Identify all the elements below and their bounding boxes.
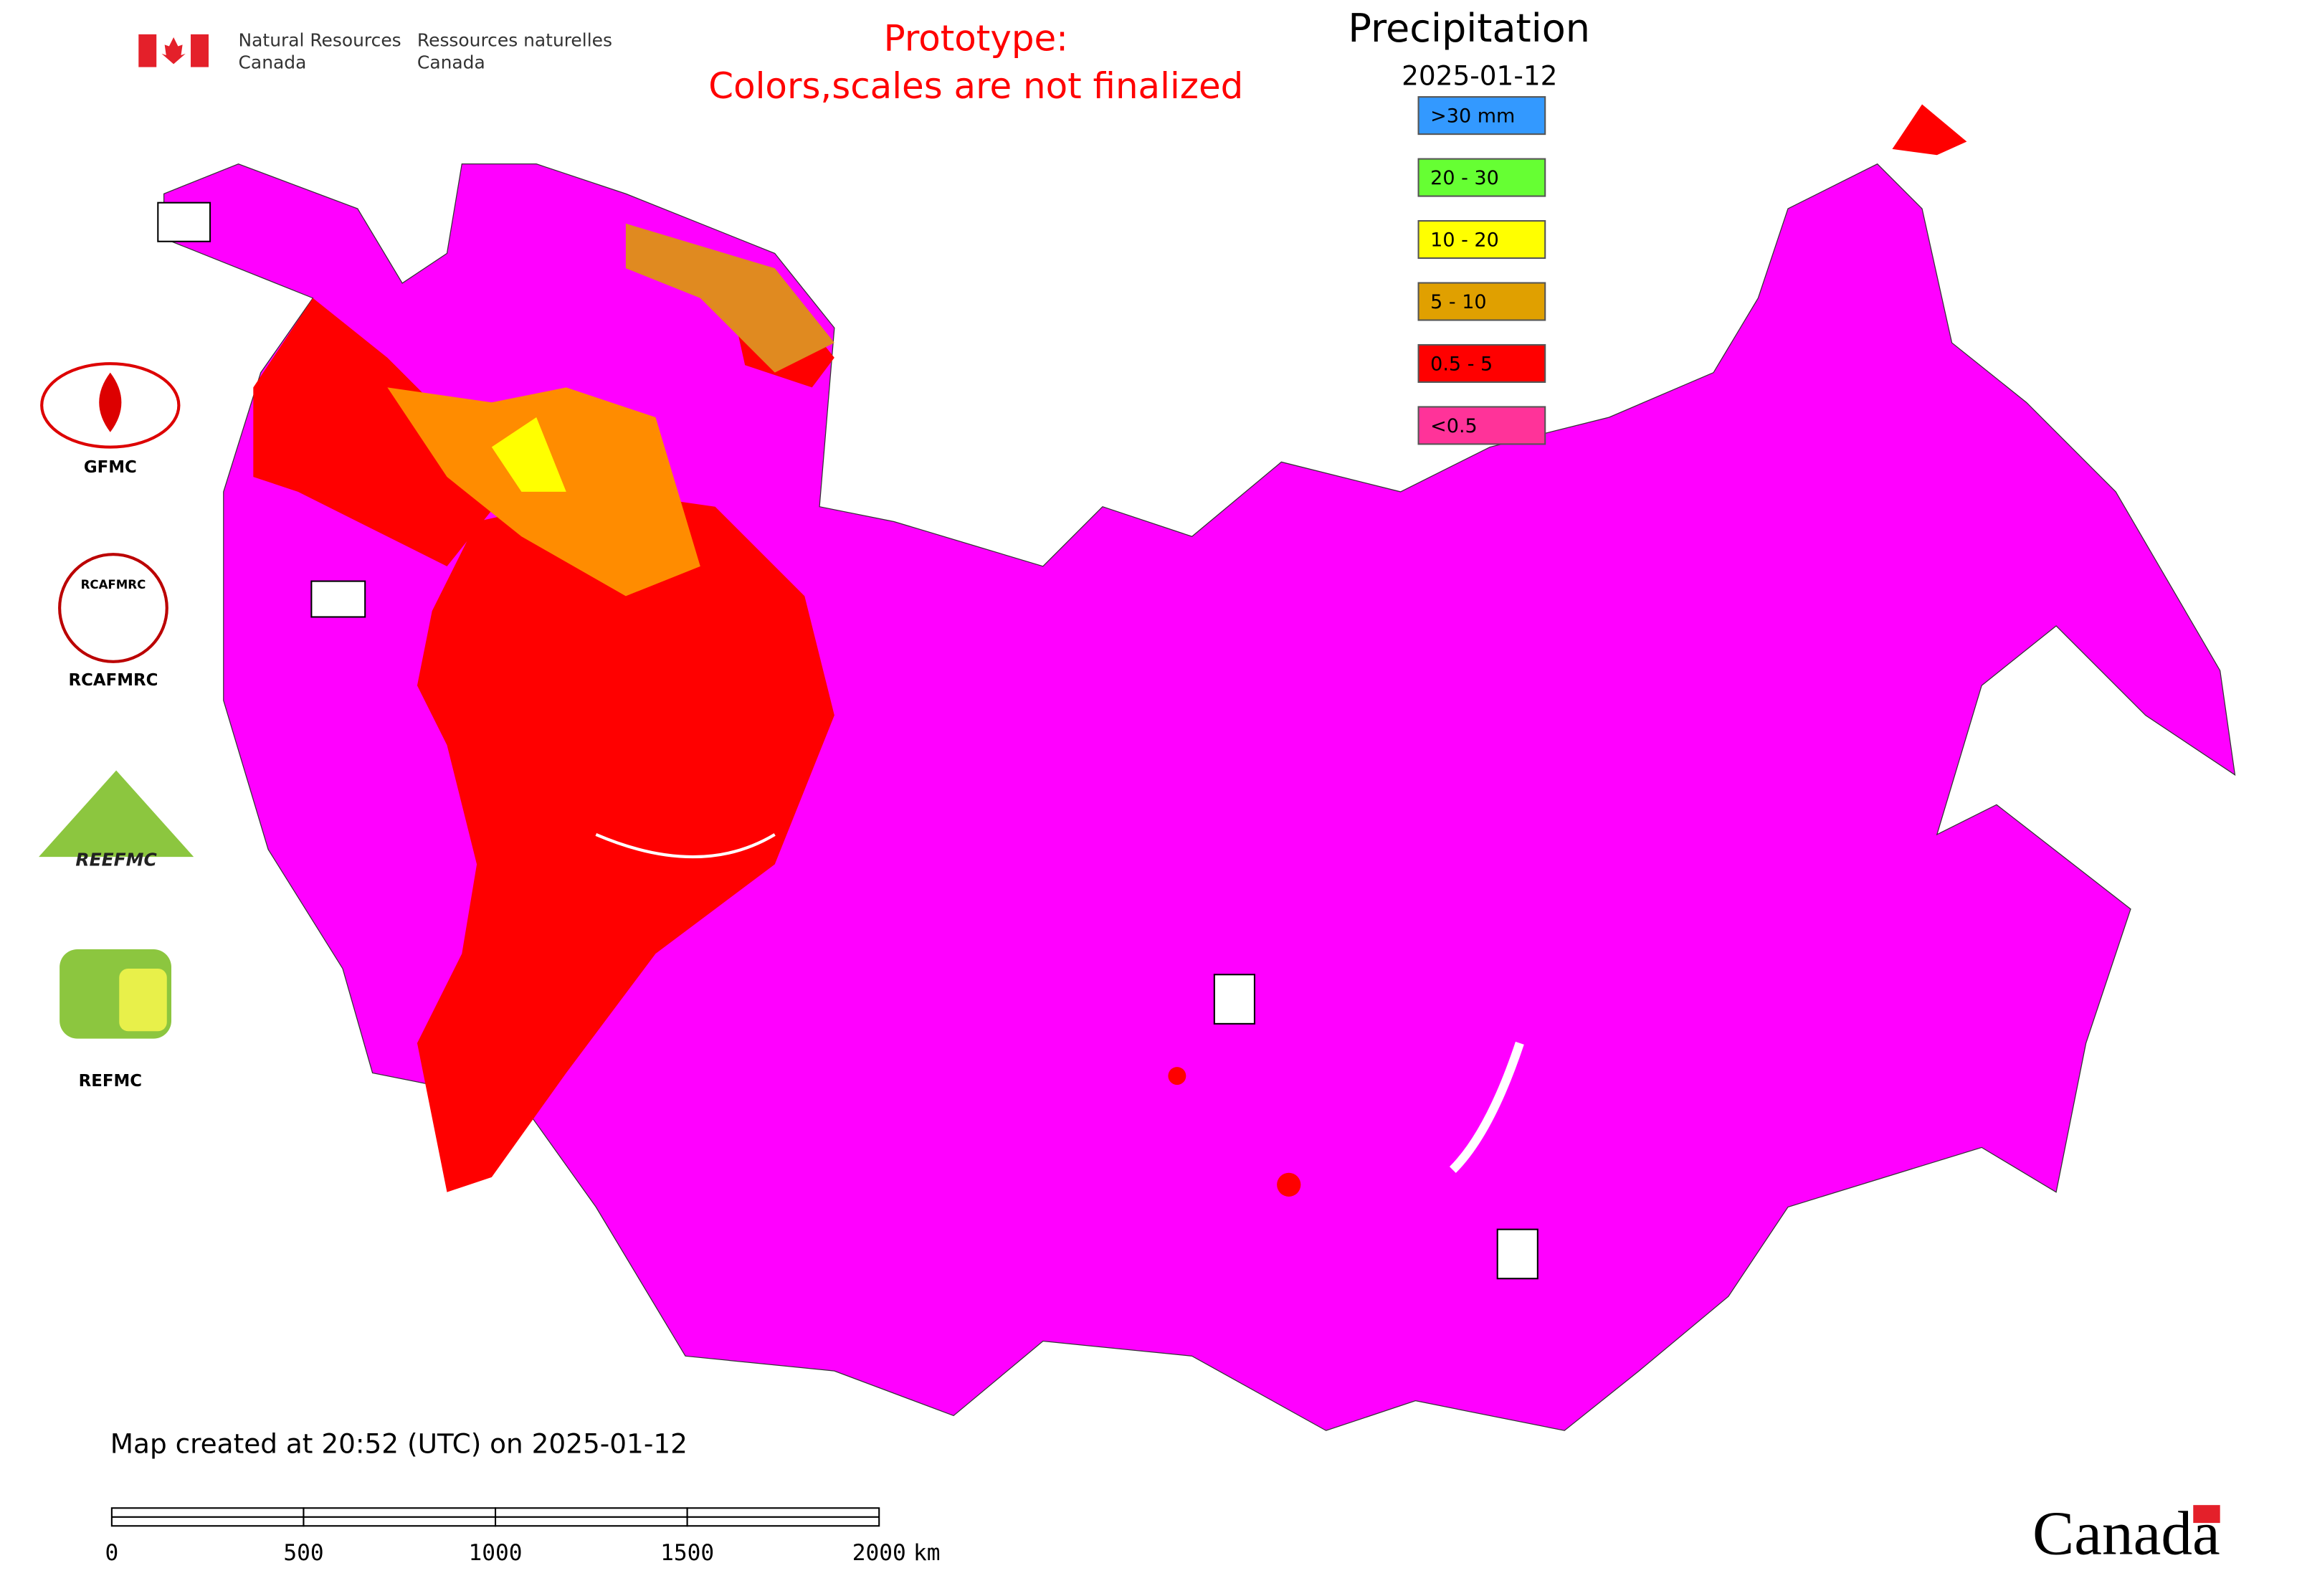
region-red — [1168, 1067, 1186, 1086]
river — [595, 833, 776, 859]
region-red — [417, 491, 834, 1192]
logo-label: RCAFMRC — [69, 671, 158, 690]
legend-swatch — [1417, 158, 1546, 197]
legend-label: 5 - 10 — [1430, 291, 1486, 313]
legend-swatch — [1417, 96, 1546, 136]
agency-en: Natural Resources — [239, 29, 401, 50]
region-red — [1892, 104, 1967, 156]
lake — [1449, 1041, 1524, 1173]
map — [163, 104, 2236, 1431]
region-orange — [625, 223, 834, 373]
site-marker — [1496, 1228, 1538, 1280]
land-low — [163, 163, 2236, 1431]
flag-bar — [191, 34, 209, 67]
legend-swatch — [1417, 343, 1546, 383]
scale-bar: 0 500 1000 1500 2000 km — [105, 1507, 941, 1566]
legend-date: 2025-01-12 — [1402, 60, 1557, 92]
logo-label: REFMC — [79, 1072, 142, 1091]
logo — [119, 968, 167, 1032]
legend-swatch — [1417, 282, 1546, 321]
scale-label: 500 — [283, 1540, 323, 1566]
legend-swatch — [1417, 220, 1546, 260]
logo-text: REEFMC — [75, 850, 157, 870]
site-marker — [1213, 974, 1255, 1025]
legend-label: 20 - 30 — [1430, 167, 1499, 189]
scale-label: 2000 — [852, 1540, 906, 1566]
scale-unit: km — [913, 1540, 941, 1566]
legend-label: 0.5 - 5 — [1430, 353, 1493, 375]
logo — [58, 553, 168, 663]
logo-flame — [99, 372, 122, 432]
site-marker — [310, 580, 366, 618]
legend-label: <0.5 — [1430, 415, 1478, 437]
agency-fr: Canada — [417, 52, 485, 73]
maple-leaf — [161, 37, 186, 65]
logo-label: GFMC — [84, 458, 137, 477]
region-red — [253, 298, 507, 566]
scale-label: 0 — [105, 1540, 118, 1566]
wordmark: Canada — [2032, 1498, 2220, 1568]
created-note: Map created at 20:52 (UTC) on 2025-01-12 — [110, 1428, 688, 1459]
notice: Prototype: — [884, 18, 1068, 60]
legend-swatch — [1417, 406, 1546, 445]
flag-bar — [138, 34, 157, 67]
legend-label: 10 - 20 — [1430, 229, 1499, 251]
region-yellow — [491, 417, 566, 492]
scale-label: 1500 — [660, 1540, 714, 1566]
agency-en: Canada — [239, 52, 307, 73]
region-red — [1277, 1172, 1301, 1197]
legend-label: >30 mm — [1430, 105, 1515, 127]
agency-fr: Ressources naturelles — [417, 29, 612, 50]
logo-badge: RCAFMRC — [81, 578, 146, 592]
notice: Colors,scales are not finalized — [708, 65, 1243, 107]
scale-label: 1000 — [469, 1540, 523, 1566]
site-marker — [157, 201, 211, 242]
logo — [39, 770, 194, 858]
legend-title: Precipitation — [1348, 6, 1590, 51]
legend: >30 mm 20 - 30 10 - 20 5 - 10 0.5 - 5 <0.5 — [1417, 96, 1546, 445]
wordmark-flag — [2193, 1505, 2220, 1524]
